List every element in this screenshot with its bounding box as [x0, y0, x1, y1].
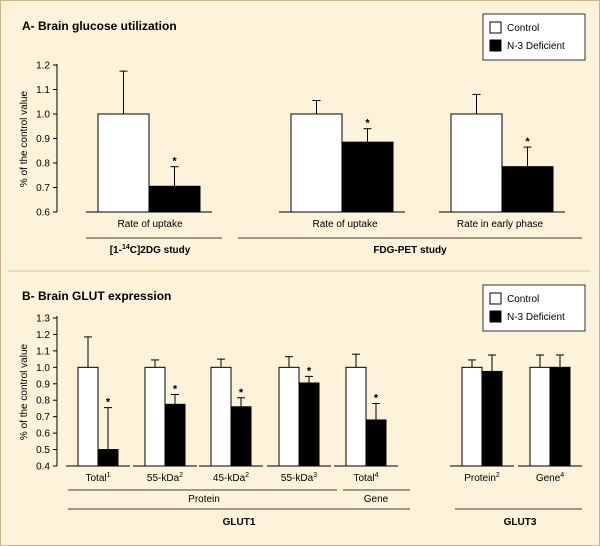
significance-marker: * [239, 387, 244, 399]
a-study-label-1: [1-14C]2DG study [110, 244, 191, 256]
panel-a: A- Brain glucose utilization Control N-3… [19, 13, 586, 256]
panel-b-y-label: % of the control value [19, 343, 30, 440]
bar-control [345, 366, 367, 467]
y-tick-label: 0.5 [36, 445, 50, 456]
bar-deficient [365, 419, 387, 467]
legend-label-control: Control [507, 294, 539, 305]
x-category-label: Protein2 [464, 472, 500, 484]
bar-control [290, 113, 343, 213]
y-tick-label: 0.6 [36, 208, 50, 219]
bar-deficient [148, 185, 201, 213]
bar-control [450, 113, 503, 213]
panel-b-bars: * * * * * [66, 336, 582, 467]
panel-a-bars: * * * [86, 70, 565, 213]
y-tick-label: 0.9 [36, 379, 50, 390]
bar-control [461, 366, 483, 467]
significance-marker: * [374, 393, 379, 405]
bar-deficient [501, 166, 554, 213]
y-tick-label: 1.1 [36, 85, 50, 96]
bar-deficient [230, 406, 252, 467]
panel-b-y-ticks: 0.4 0.5 0.6 0.7 0.8 0.9 1.0 1.1 1.2 1.3 [36, 314, 57, 473]
bar-control [77, 366, 99, 467]
significance-marker: * [172, 156, 177, 168]
x-category-label: Total1 [85, 472, 110, 484]
y-tick-label: 1.2 [36, 61, 50, 72]
panel-a-legend: Control N-3 Deficient [482, 13, 586, 61]
bar-control [97, 113, 150, 213]
panel-a-title: A- Brain glucose utilization [22, 19, 177, 33]
y-tick-label: 0.9 [36, 134, 50, 145]
b-sub-label-gene: Gene [364, 494, 389, 505]
y-tick-label: 0.8 [36, 159, 50, 170]
significance-marker: * [106, 397, 111, 409]
legend-swatch-control [489, 292, 502, 305]
legend-swatch-control [489, 21, 502, 34]
legend-swatch-deficient [489, 39, 502, 52]
panel-b: B- Brain GLUT expression Control N-3 Def… [19, 284, 586, 528]
legend-label-deficient: N-3 Deficient [507, 41, 565, 52]
significance-marker: * [365, 118, 370, 130]
x-category-label: 55-kDa3 [281, 472, 317, 484]
bar-control [529, 366, 551, 467]
x-category-label: Total4 [353, 472, 378, 484]
bar-deficient [341, 141, 394, 213]
legend-label-control: Control [507, 23, 539, 34]
x-category-label: Gene4 [536, 472, 564, 484]
y-tick-label: 1.0 [36, 110, 50, 121]
legend-swatch-deficient [489, 310, 502, 323]
y-tick-label: 0.7 [36, 412, 50, 423]
y-tick-label: 0.6 [36, 429, 50, 440]
y-tick-label: 1.2 [36, 330, 50, 341]
y-tick-label: 1.0 [36, 363, 50, 374]
legend-box [482, 13, 586, 61]
bar-control [210, 366, 232, 467]
panel-b-x-labels: Total1 55-kDa2 45-kDa2 55-kDa3 Total4 Protein… [85, 472, 564, 484]
bar-deficient [298, 382, 320, 467]
a-group-label-0: Rate of uptake [117, 219, 182, 230]
bar-control [278, 366, 300, 467]
significance-marker: * [525, 136, 530, 148]
panel-b-legend: Control N-3 Deficient [482, 284, 586, 332]
y-tick-label: 1.1 [36, 346, 50, 357]
bar-deficient [549, 366, 571, 467]
x-category-label: 55-kDa2 [147, 472, 183, 484]
bar-control [144, 366, 166, 467]
significance-marker: * [307, 365, 312, 377]
legend-box [482, 284, 586, 332]
y-tick-label: 1.3 [36, 314, 50, 325]
panel-a-y-ticks: 0.6 0.7 0.8 0.9 1.0 1.1 1.2 [36, 61, 57, 219]
y-tick-label: 0.7 [36, 183, 50, 194]
y-tick-label: 0.4 [36, 462, 50, 473]
b-sub-label-protein: Protein [188, 494, 220, 505]
a-group-label-1: Rate of uptake [312, 219, 377, 230]
x-category-label: 45-kDa2 [213, 472, 249, 484]
bar-deficient [97, 449, 119, 467]
significance-marker: * [173, 383, 178, 395]
panel-b-title: B- Brain GLUT expression [22, 289, 171, 303]
legend-label-deficient: N-3 Deficient [507, 312, 565, 323]
b-group-label-glut1: GLUT1 [223, 517, 256, 528]
a-study-label-2: FDG-PET study [373, 245, 447, 256]
panel-a-y-label: % of the control value [19, 90, 30, 187]
bar-deficient [164, 403, 186, 467]
a-group-label-2: Rate in early phase [457, 219, 544, 230]
b-group-label-glut3: GLUT3 [504, 517, 537, 528]
y-tick-label: 0.8 [36, 396, 50, 407]
bar-deficient [481, 370, 503, 467]
